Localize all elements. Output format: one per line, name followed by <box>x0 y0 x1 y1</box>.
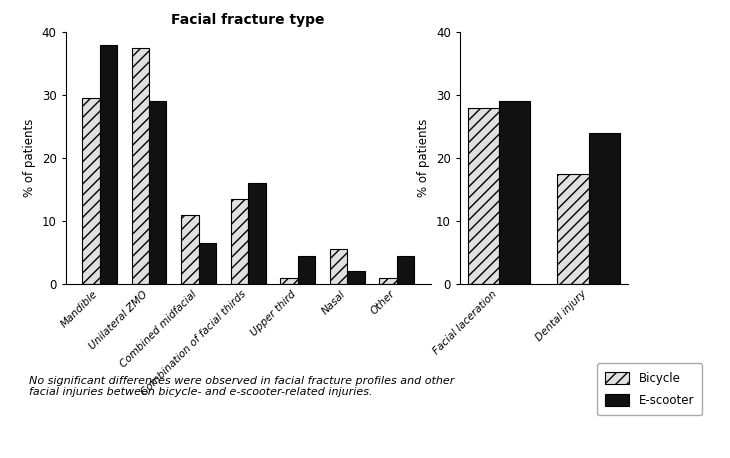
Bar <box>181 215 199 284</box>
Bar <box>397 256 414 284</box>
Bar <box>298 256 315 284</box>
Bar <box>231 199 248 284</box>
Bar <box>199 243 216 284</box>
Bar <box>499 101 531 284</box>
Text: No significant differences were observed in facial fracture profiles and other
f: No significant differences were observed… <box>29 376 455 397</box>
Bar <box>280 278 298 284</box>
Y-axis label: % of patients: % of patients <box>23 119 36 197</box>
Bar <box>347 271 364 284</box>
Bar <box>149 101 166 284</box>
Bar <box>467 108 499 284</box>
Y-axis label: % of patients: % of patients <box>418 119 431 197</box>
Bar <box>248 183 266 284</box>
Bar <box>132 48 149 284</box>
Bar <box>82 98 99 284</box>
Bar <box>380 278 397 284</box>
Bar <box>557 174 588 284</box>
Legend: Bicycle, E-scooter: Bicycle, E-scooter <box>597 363 702 415</box>
Bar <box>588 133 620 284</box>
Bar <box>99 45 117 284</box>
Title: Facial fracture type: Facial fracture type <box>172 13 325 27</box>
Bar <box>330 249 347 284</box>
